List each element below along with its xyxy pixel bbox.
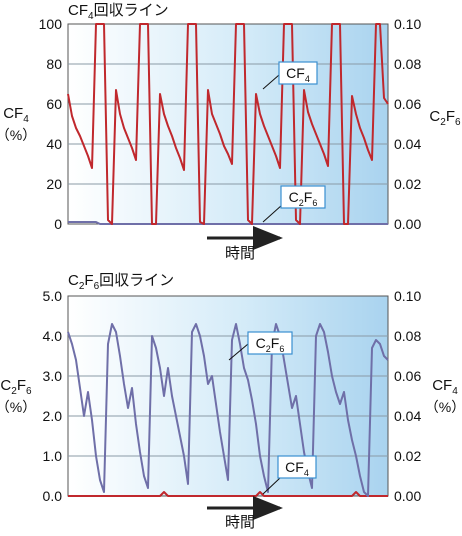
x-axis-label-top: 時間: [225, 245, 255, 262]
left-axis-label-bottom: C2F6: [0, 377, 32, 397]
left-tick-labels-bottom: 0.0 1.0 2.0 3.0 4.0 5.0: [43, 288, 63, 504]
left-tick-label: 4.0: [43, 328, 63, 344]
series-line-c2f6: [68, 221, 388, 225]
series-line-cf4: [67, 23, 389, 225]
right-axis-label-sub2: 6: [455, 117, 461, 128]
c2f6-label-f: F: [304, 189, 313, 205]
right-tick-labels-bottom: 0.00 0.02 0.04 0.06 0.08 0.10: [394, 288, 421, 504]
cf4-label-main: CF: [286, 65, 305, 81]
chart-bottom-title: C2F6回収ライン: [68, 272, 174, 292]
left-tick-label: 3.0: [43, 368, 63, 384]
right-tick-label: 0.10: [394, 16, 421, 32]
c2f6b-c: C: [256, 335, 266, 351]
c2f6-callout-top: C2F6: [262, 185, 326, 223]
right-tick-label: 0.10: [394, 288, 421, 304]
right-axis-label-sub1: 2: [440, 117, 446, 128]
left2-f: F: [17, 377, 26, 394]
c2f6b-sub1: 2: [266, 344, 271, 354]
right-tick-label: 0.08: [394, 56, 421, 72]
right-tick-labels-top: 0.00 0.02 0.04 0.06 0.08 0.10: [394, 16, 421, 232]
chart-bottom: C2F6回収ライン 0.01.02.03.04.05.0 0.000.020.0…: [0, 272, 462, 531]
series-lines-bottom: [67, 323, 389, 497]
c2f6-callout-label: C2F6: [289, 189, 318, 208]
right-tick-label: 0.06: [394, 368, 421, 384]
cf4-callout-top: CF4: [262, 61, 318, 90]
title2-sub2: 6: [94, 281, 100, 292]
title-main: CF: [68, 2, 88, 19]
left-tick-label: 0: [54, 216, 62, 232]
left2-sub2: 6: [26, 386, 32, 397]
left-tick-label: 5.0: [43, 288, 63, 304]
right-axis-label-top: C2F6: [429, 108, 461, 128]
right-tick-label: 0.04: [394, 136, 421, 152]
title-sub: 4: [88, 11, 94, 22]
right-tick-label: 0.00: [394, 488, 421, 504]
cf4-callout-bottom: CF4: [262, 455, 317, 495]
left-tick-label: 0.0: [43, 488, 63, 504]
left-tick-label: 1.0: [43, 448, 63, 464]
right-axis-unit-bottom: （%）: [425, 399, 462, 415]
title2-tail: 回収ライン: [99, 272, 174, 289]
title-tail: 回収ライン: [94, 2, 169, 19]
cf4b-sub: 4: [304, 468, 309, 478]
left2-sub1: 2: [11, 386, 17, 397]
left-tick-label: 100: [39, 16, 63, 32]
right-axis-label-f: F: [446, 108, 455, 125]
c2f6-label-sub1: 2: [299, 198, 304, 208]
series-lines-top: [67, 23, 389, 225]
right-tick-label: 0.08: [394, 328, 421, 344]
cf4-label-sub: 4: [305, 74, 310, 84]
cf4-callout-label: CF4: [286, 65, 310, 84]
left-tick-label: 60: [46, 96, 62, 112]
c2f6-callout-label-bottom: C2F6: [256, 335, 285, 354]
right2-sub: 4: [452, 386, 458, 397]
c2f6-label-sub2: 6: [312, 198, 317, 208]
cf4-callout-label-bottom: CF4: [285, 459, 309, 478]
right2-main: CF: [432, 377, 452, 394]
series-line-cf4: [68, 491, 388, 497]
left-axis-label-main: CF: [3, 105, 23, 122]
left-axis-label-top: CF4: [3, 105, 29, 125]
right-tick-label: 0.02: [394, 176, 421, 192]
right-axis-label-c: C: [429, 108, 440, 125]
left-tick-label: 2.0: [43, 408, 63, 424]
c2f6-label-c: C: [289, 189, 299, 205]
left-axis-unit-bottom: （%）: [0, 399, 36, 415]
right-tick-label: 0.04: [394, 408, 421, 424]
x-axis-label-bottom: 時間: [225, 514, 255, 531]
chart-top-title: CF4回収ライン: [68, 2, 169, 22]
left-tick-label: 20: [46, 176, 62, 192]
left-tick-label: 80: [46, 56, 62, 72]
right-tick-label: 0.06: [394, 96, 421, 112]
right-tick-label: 0.00: [394, 216, 421, 232]
plot-area-top: [67, 23, 389, 225]
grid-top: [68, 63, 388, 185]
left-axis-unit-top: （%）: [0, 127, 36, 143]
c2f6b-f: F: [271, 335, 280, 351]
cf4b-main: CF: [285, 459, 304, 475]
title2-sub1: 2: [79, 281, 85, 292]
series-line-c2f6: [67, 323, 389, 497]
c2f6-callout-bottom: C2F6: [228, 331, 293, 361]
right-axis-label-bottom: CF4: [432, 377, 458, 397]
c2f6b-sub2: 6: [279, 344, 284, 354]
title2-f: F: [84, 272, 93, 289]
title2-c: C: [68, 272, 79, 289]
right-tick-label: 0.02: [394, 448, 421, 464]
left-tick-labels-top: 0 20 40 60 80 100: [39, 16, 63, 232]
left2-c: C: [0, 377, 11, 394]
left-tick-label: 40: [46, 136, 62, 152]
left-axis-label-sub: 4: [23, 114, 29, 125]
